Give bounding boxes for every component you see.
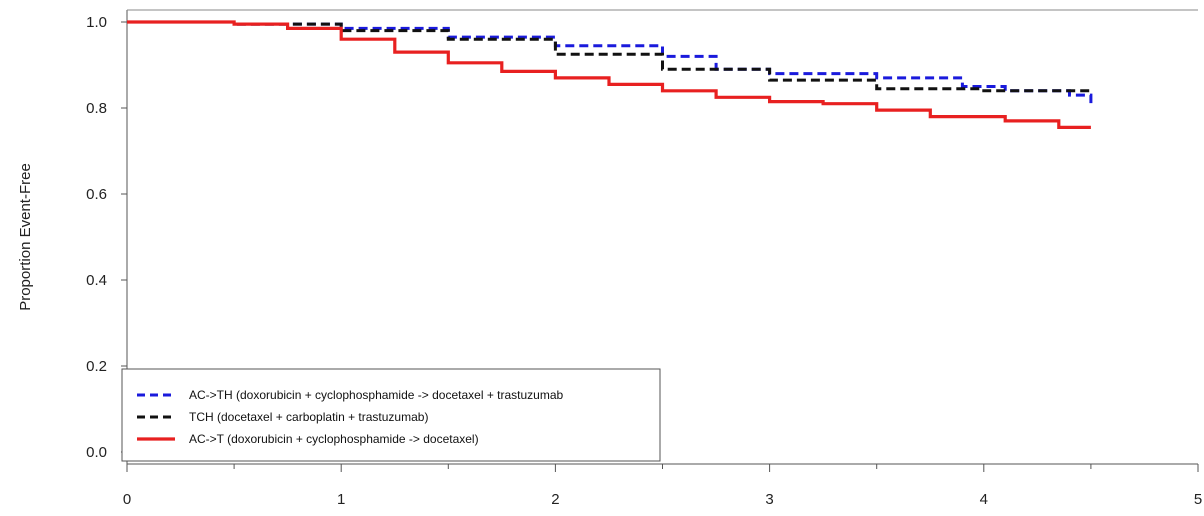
y-tick-label: 0.2 xyxy=(86,358,107,375)
series-line-3 xyxy=(127,20,1091,129)
x-tick-label: 3 xyxy=(765,491,773,508)
y-axis-label: Proportion Event-Free xyxy=(17,163,34,311)
y-tick-label: 0.4 xyxy=(86,272,107,289)
y-tick-label: 1.0 xyxy=(86,14,107,31)
y-tick-label: 0.0 xyxy=(86,444,107,461)
legend: AC->TH (doxorubicin + cyclophosphamide -… xyxy=(121,368,661,462)
series-layer xyxy=(127,20,1093,129)
x-tick-label: 2 xyxy=(551,491,559,508)
legend-box xyxy=(121,368,661,462)
y-tick-label: 0.6 xyxy=(86,186,107,203)
series-line-2 xyxy=(127,20,1093,93)
x-axis-ticks: 0 1 2 3 4 5 xyxy=(123,464,1202,508)
legend-label: TCH (docetaxel + carboplatin + trastuzum… xyxy=(189,410,428,424)
series-line-1 xyxy=(127,20,1093,104)
legend-label: AC->TH (doxorubicin + cyclophosphamide -… xyxy=(189,388,564,402)
y-tick-label: 0.8 xyxy=(86,100,107,117)
x-tick-label: 1 xyxy=(337,491,345,508)
y-axis-ticks: 0.0 0.2 0.4 0.6 0.8 1.0 xyxy=(86,14,127,461)
x-tick-label: 0 xyxy=(123,491,131,508)
legend-label: AC->T (doxorubicin + cyclophosphamide ->… xyxy=(189,432,479,446)
x-tick-label: 5 xyxy=(1194,491,1202,508)
x-tick-label: 4 xyxy=(980,491,988,508)
